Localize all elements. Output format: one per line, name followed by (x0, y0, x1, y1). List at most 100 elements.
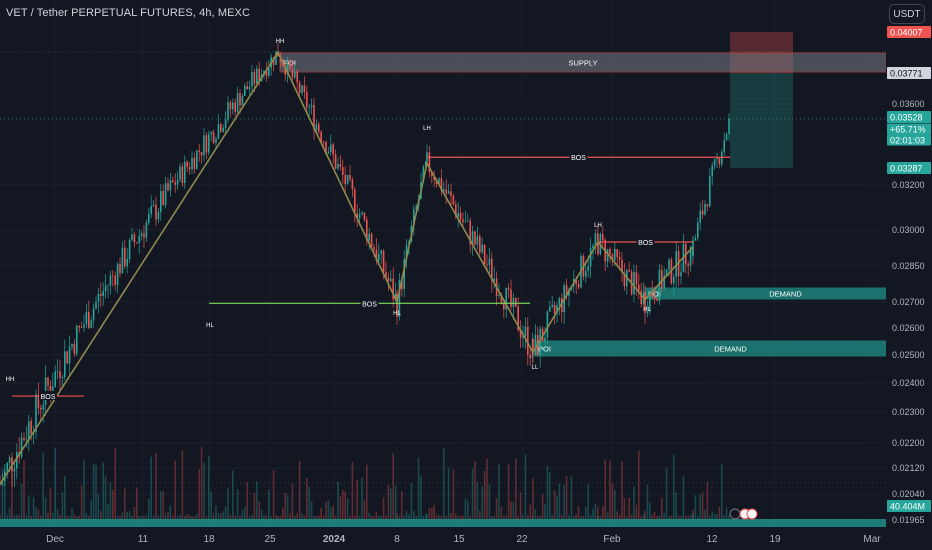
candle-body (561, 298, 563, 313)
candle-body (382, 250, 385, 273)
volume-bar (527, 515, 529, 520)
volume-bar (382, 497, 385, 520)
candle-body (334, 154, 337, 169)
us-flag-event-icon[interactable] (746, 508, 758, 520)
price-badge-stop[interactable] (887, 26, 931, 38)
candle-body (164, 183, 167, 205)
price-badge-last[interactable] (887, 111, 931, 123)
candle-body (464, 221, 467, 223)
demand-zone (534, 340, 887, 357)
candle-body (104, 285, 107, 292)
price-axis[interactable]: 0.03600 0.03200 0.03000 0.02850 0.02700 0.026… (886, 0, 932, 528)
volume-bar (56, 508, 59, 520)
structure-label-lh: LH (423, 126, 431, 132)
candle-body (725, 134, 728, 141)
price-badge-change[interactable] (887, 123, 931, 135)
structure-label-hh: HH (276, 39, 285, 45)
volume-bar (356, 479, 358, 520)
volume-bar (296, 513, 298, 520)
volume-bar (486, 458, 488, 520)
volume-bar (529, 504, 531, 520)
volume-bar (630, 514, 633, 520)
volume-bar (150, 456, 152, 520)
volume-bar (694, 495, 697, 520)
volume-bar (52, 512, 54, 520)
zone-poi-label: POI (538, 345, 551, 354)
volume-bar (160, 491, 162, 520)
candle-body (486, 264, 488, 266)
candle-body (396, 293, 398, 317)
price-badge-volume[interactable] (887, 500, 931, 512)
candle-body (398, 279, 401, 317)
volume-bar (431, 507, 433, 520)
candle-body (602, 233, 604, 241)
candle-body (200, 151, 203, 156)
lightning-event-icon[interactable] (729, 508, 741, 520)
volume-bar (32, 497, 35, 520)
candle-body (322, 141, 325, 143)
volume-bar (294, 515, 296, 520)
volume-bar (462, 515, 464, 520)
candle-body (349, 174, 351, 180)
candle-body (718, 157, 721, 165)
price-badge-countdown[interactable] (887, 134, 931, 146)
volume-bar (90, 500, 92, 520)
candle-body (575, 278, 577, 284)
currency-button[interactable]: USDT (889, 4, 925, 24)
volume-bar (361, 477, 363, 520)
volume-bar (258, 501, 260, 520)
volume-bar (592, 508, 594, 520)
volume-bar (405, 510, 408, 520)
volume-bar (428, 507, 431, 520)
volume-bar (457, 515, 459, 520)
candle-body (488, 258, 491, 265)
volume-bar (167, 511, 169, 520)
volume-bar (229, 514, 232, 520)
candle-body (587, 266, 589, 271)
candle-body (694, 237, 697, 241)
volume-bar (551, 514, 553, 520)
volume-bar (682, 475, 685, 520)
candle-body (701, 210, 704, 215)
position-target-zone[interactable] (730, 73, 793, 168)
volume-bar (224, 506, 227, 520)
volume-bar (582, 515, 585, 520)
volume-bar (179, 514, 181, 520)
volume-bar (452, 469, 455, 520)
volume-bar (697, 515, 699, 520)
candle-body (332, 144, 334, 155)
time-axis[interactable]: Dec 11 18 25 2024 8 15 22 Feb 12 19 Mar (0, 508, 932, 550)
candle-body (112, 275, 114, 277)
volume-bar (260, 509, 263, 520)
candle-body (174, 182, 176, 185)
volume-bar (488, 484, 491, 520)
candle-body (121, 247, 124, 274)
candle-body (623, 272, 626, 287)
candle-body (59, 371, 61, 379)
volume-bar (685, 515, 687, 520)
zone-label: DEMAND (714, 345, 747, 354)
bottom-demand-band (0, 519, 886, 527)
volume-bar (23, 460, 25, 520)
volume-bar (138, 515, 140, 520)
price-tick-label: 0.02400 (892, 378, 925, 388)
price-badge-supply[interactable] (887, 67, 931, 79)
volume-bar (675, 492, 677, 520)
candle-body (467, 220, 469, 222)
candle-body (346, 174, 349, 184)
candle-body (539, 328, 541, 355)
volume-bar (366, 464, 368, 520)
candle-body (440, 178, 443, 191)
volume-bar (709, 515, 711, 520)
volume-bar (563, 484, 565, 520)
candle-body (126, 258, 128, 267)
price-badge-entry[interactable] (887, 162, 931, 174)
candle-body (354, 189, 356, 214)
candle-body (327, 152, 330, 154)
time-tick-label: 19 (769, 534, 781, 545)
position-tool[interactable] (730, 32, 793, 168)
candle-body (188, 167, 191, 170)
time-tick-label: 25 (264, 534, 276, 545)
structure-label-hl: HL (393, 311, 401, 317)
